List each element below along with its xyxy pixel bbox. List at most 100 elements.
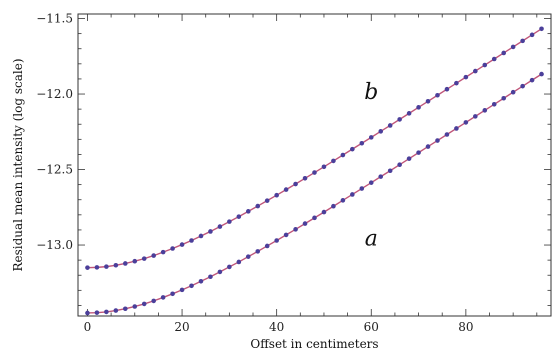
data-point — [321, 209, 327, 215]
data-point — [454, 126, 459, 131]
data-point — [198, 233, 204, 239]
data-point — [378, 129, 384, 134]
data-point — [510, 44, 516, 50]
x-axis-label: Offset in centimeters — [250, 337, 378, 351]
data-point — [463, 74, 469, 80]
data-point — [302, 221, 308, 226]
data-point — [160, 295, 166, 300]
data-point — [198, 278, 204, 284]
data-point — [387, 168, 393, 174]
data-point — [331, 158, 336, 164]
data-point — [208, 229, 213, 234]
data-point — [113, 262, 119, 268]
x-tick-label: 80 — [458, 320, 473, 334]
data-point — [227, 264, 232, 270]
data-point — [416, 105, 421, 110]
y-tick-label: −12.5 — [36, 163, 73, 177]
data-point — [113, 308, 119, 313]
data-point — [293, 181, 298, 187]
data-point — [529, 77, 535, 83]
data-point — [416, 150, 421, 155]
data-point — [425, 144, 431, 149]
data-point — [368, 180, 374, 185]
data-point — [208, 274, 213, 280]
data-point — [245, 254, 251, 259]
data-point — [340, 152, 346, 158]
plot-frame — [77, 13, 552, 317]
ticks-group — [78, 14, 551, 316]
data-point — [274, 192, 279, 198]
x-tick-label: 60 — [364, 320, 379, 334]
data-point — [132, 258, 138, 264]
data-point — [179, 242, 185, 247]
data-point — [170, 291, 175, 297]
y-tick-label: −12.0 — [36, 87, 73, 101]
data-point — [236, 259, 242, 265]
x-tick-label: 0 — [84, 320, 92, 334]
data-point — [359, 186, 365, 191]
data-point — [529, 32, 535, 38]
data-point — [501, 95, 507, 101]
data-point — [179, 287, 185, 293]
x-tick-label: 40 — [269, 320, 284, 334]
data-point — [454, 80, 459, 86]
data-point — [321, 164, 327, 170]
data-point — [539, 26, 544, 32]
data-point — [160, 249, 166, 255]
data-point — [435, 92, 440, 98]
data-point — [255, 249, 261, 254]
data-point — [302, 175, 308, 181]
data-point — [132, 304, 138, 309]
data-point — [274, 238, 279, 243]
data-point — [189, 238, 194, 243]
data-point — [151, 298, 156, 304]
data-point — [104, 309, 109, 315]
data-point — [264, 243, 270, 249]
data-point — [236, 214, 242, 219]
data-point — [425, 98, 431, 104]
data-point — [312, 215, 317, 221]
data-point — [189, 283, 194, 289]
data-point — [520, 83, 525, 89]
data-point — [539, 71, 544, 77]
data-point — [510, 89, 516, 95]
data-point — [406, 156, 412, 161]
data-point — [217, 269, 223, 275]
data-point — [482, 108, 488, 113]
data-point — [264, 198, 270, 203]
data-point — [85, 265, 90, 270]
data-point — [359, 140, 365, 146]
data-point — [293, 227, 298, 232]
y-tick-label: −11.5 — [36, 12, 73, 26]
data-point — [350, 146, 355, 152]
series-line — [87, 28, 542, 269]
data-point — [463, 120, 469, 125]
y-axis-label: Residual mean intensity (log scale) — [11, 58, 25, 271]
data-point — [227, 219, 232, 224]
data-point — [482, 62, 488, 68]
data-point — [520, 38, 525, 44]
data-point — [378, 174, 384, 179]
data-point — [283, 232, 289, 238]
data-point — [141, 301, 147, 307]
data-point — [387, 123, 393, 128]
data-point — [104, 264, 109, 269]
data-point — [473, 68, 478, 74]
series-line — [87, 73, 542, 314]
labels-group: 0 20 40 60 80 −11.5 −12.0 −12.5 −13.0 a b — [36, 12, 473, 334]
data-point — [170, 246, 175, 251]
data-point — [444, 132, 450, 137]
data-point — [501, 50, 507, 56]
data-point — [350, 192, 355, 197]
data-point — [312, 170, 317, 175]
data-point — [491, 56, 497, 62]
data-point — [151, 253, 156, 258]
data-point — [435, 138, 440, 143]
data-point — [255, 203, 261, 209]
data-point — [397, 162, 402, 167]
series-annotation: b — [364, 80, 378, 105]
data-point — [368, 135, 374, 140]
data-point — [85, 310, 90, 316]
data-point — [283, 187, 289, 192]
